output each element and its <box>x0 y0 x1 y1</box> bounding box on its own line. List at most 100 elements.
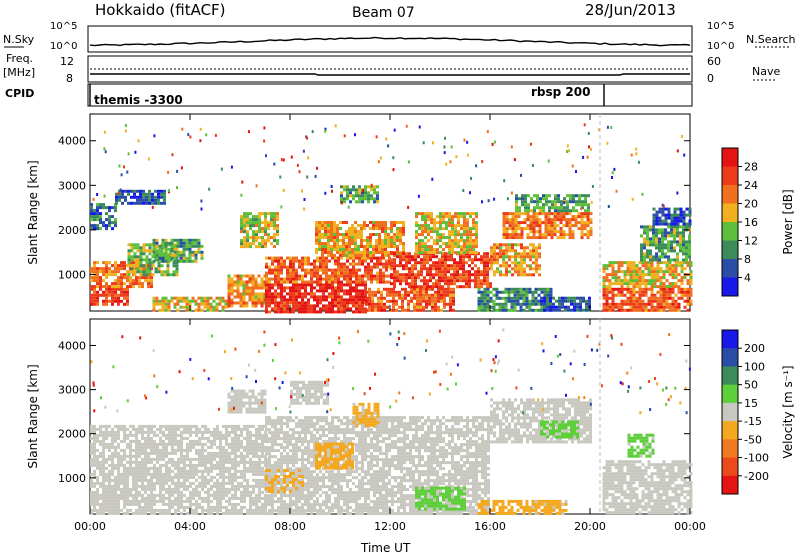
nsearch-tick-top: 10^5 <box>707 21 734 32</box>
cpid-entry-rbsp: rbsp 200 <box>531 85 590 99</box>
power-speckles <box>92 123 686 211</box>
power-colorbar-swatch-2 <box>722 185 738 204</box>
power-echo-block-9 <box>265 283 367 314</box>
power-colorbar-label-4: 20 <box>744 198 758 211</box>
velocity-echo-block-5 <box>352 402 380 427</box>
power-ytick-label-3: 4000 <box>58 135 86 148</box>
power-echo-block-16 <box>502 212 593 240</box>
power-colorbar-swatch-4 <box>722 222 738 241</box>
nsky-series-line <box>89 36 691 47</box>
velocity-colorbar-swatch-1 <box>722 348 738 367</box>
power-echo-block-13 <box>390 252 492 289</box>
power-ytick-label-0: 1000 <box>58 268 86 281</box>
power-echo-block-15 <box>490 243 541 277</box>
velocity-xtick-label-3: 12:00 <box>374 520 406 533</box>
power-colorbar-label-5: 24 <box>744 179 758 192</box>
power-echo-block-4 <box>90 203 117 231</box>
power-colorbar-title: Power [dB] <box>781 189 795 254</box>
power-echo-block-10 <box>265 256 391 284</box>
velocity-echo-block-6 <box>415 486 466 511</box>
nsearch-tick-bottom: 10^0 <box>707 41 734 52</box>
power-echo-block-21 <box>602 261 693 289</box>
power-colorbar-swatch-1 <box>722 166 738 186</box>
power-cells <box>90 114 693 314</box>
velocity-echo-block-4 <box>315 442 354 470</box>
power-echo-block-24 <box>340 185 379 204</box>
power-colorbar-label-2: 12 <box>744 235 758 248</box>
velocity-colorbar-label-4: 15 <box>744 397 758 410</box>
power-echo-block-6 <box>152 296 228 312</box>
velocity-colorbar-swatch-6 <box>722 439 738 458</box>
power-echo-block-19 <box>540 296 591 312</box>
velocity-colorbar-label-2: -50 <box>744 433 762 446</box>
velocity-echo-block-0 <box>90 424 267 515</box>
velocity-colorbar: -200 -100 -50 -15 15 50 100 200 Velocity [m s⁻¹] <box>721 329 795 495</box>
velocity-colorbar-label-1: -100 <box>744 452 769 465</box>
nsky-tick-bottom: 10^0 <box>50 41 77 52</box>
nsky-tick-top: 10^5 <box>50 21 77 32</box>
velocity-xtick-label-1: 04:00 <box>174 520 206 533</box>
date-title: 28/Jun/2013 <box>585 1 676 19</box>
power-ytick-label-1: 2000 <box>58 224 86 237</box>
freq-series-line <box>90 73 690 76</box>
radar-title: Hokkaido (fitACF) <box>95 1 226 19</box>
velocity-panel: 1000 2000 3000 4000 00:00 04:00 08:00 12:00 16:0… <box>26 318 706 533</box>
freq-label: Freq. <box>6 52 33 65</box>
velocity-echo-block-3 <box>602 460 693 515</box>
velocity-colorbar-frame <box>721 329 739 495</box>
velocity-colorbar-label-5: 50 <box>744 379 758 392</box>
velocity-echo-block-10 <box>627 433 655 458</box>
power-colorbar-swatch-5 <box>722 240 738 260</box>
velocity-echo-block-2 <box>490 398 592 444</box>
power-echo-block-22 <box>640 225 691 262</box>
power-echo-block-7 <box>227 274 267 308</box>
velocity-colorbar-swatch-4 <box>722 402 738 422</box>
cpid-label: CPID <box>5 87 34 100</box>
velocity-colorbar-title: Velocity [m s⁻¹] <box>781 365 795 458</box>
velocity-ytick-label-3: 4000 <box>58 339 86 352</box>
velocity-colorbar-label-3: -15 <box>744 415 762 428</box>
velocity-xtick-label-6: 00:00 <box>674 520 706 533</box>
power-echo-block-0 <box>90 287 129 306</box>
velocity-colorbar-swatch-3 <box>722 384 738 404</box>
power-colorbar-label-1: 8 <box>744 253 751 266</box>
velocity-y-label: Slant Range [km] <box>26 364 40 468</box>
power-echo-block-20 <box>602 287 693 312</box>
freq-unit-label: [MHz] <box>3 66 35 79</box>
velocity-speckles <box>90 328 691 415</box>
power-colorbar-swatch-7 <box>722 277 738 297</box>
velocity-echo-block-8 <box>477 499 568 515</box>
velocity-xtick-label-2: 08:00 <box>274 520 306 533</box>
freq-strip-frame <box>87 55 693 83</box>
velocity-echo-block-11 <box>227 389 267 414</box>
power-echo-block-8 <box>240 212 279 249</box>
power-echo-block-23 <box>652 207 692 226</box>
cpid-strip-frame <box>87 83 693 107</box>
power-colorbar-swatch-6 <box>722 259 738 278</box>
velocity-ytick-label-2: 3000 <box>58 384 86 397</box>
freq-tick-bottom: 8 <box>66 72 73 85</box>
power-echo-block-11 <box>315 221 405 257</box>
power-axes: 1000 2000 3000 4000 <box>58 114 691 311</box>
power-echo-block-17 <box>515 194 590 213</box>
velocity-echo-block-12 <box>290 380 329 405</box>
velocity-ytick-label-1: 2000 <box>58 428 86 441</box>
velocity-echo-block-9 <box>265 469 304 493</box>
velocity-axes: 1000 2000 3000 4000 00:00 04:00 08:00 12:00 16:0… <box>58 319 706 533</box>
power-colorbar-swatch-3 <box>722 203 738 223</box>
power-panel: 1000 2000 3000 4000 Slant Range [km] <box>26 113 693 314</box>
velocity-colorbar-swatch-8 <box>722 475 738 495</box>
power-ytick-label-2: 3000 <box>58 179 86 192</box>
power-colorbar-label-6: 28 <box>744 161 758 174</box>
nsky-label: N.Sky <box>3 33 35 46</box>
power-colorbar: 4 8 12 16 20 24 28 Power [dB] <box>721 147 795 297</box>
freq-tick-top: 12 <box>60 55 74 68</box>
velocity-ytick-label-0: 1000 <box>58 472 86 485</box>
power-y-label: Slant Range [km] <box>26 160 40 264</box>
velocity-colorbar-swatch-2 <box>722 366 738 386</box>
nave-tick-top: 60 <box>707 55 721 68</box>
beam-title: Beam 07 <box>352 5 415 21</box>
velocity-echo-block-7 <box>540 420 579 439</box>
velocity-colorbar-swatch-7 <box>722 457 738 477</box>
velocity-xtick-label-4: 16:00 <box>474 520 506 533</box>
